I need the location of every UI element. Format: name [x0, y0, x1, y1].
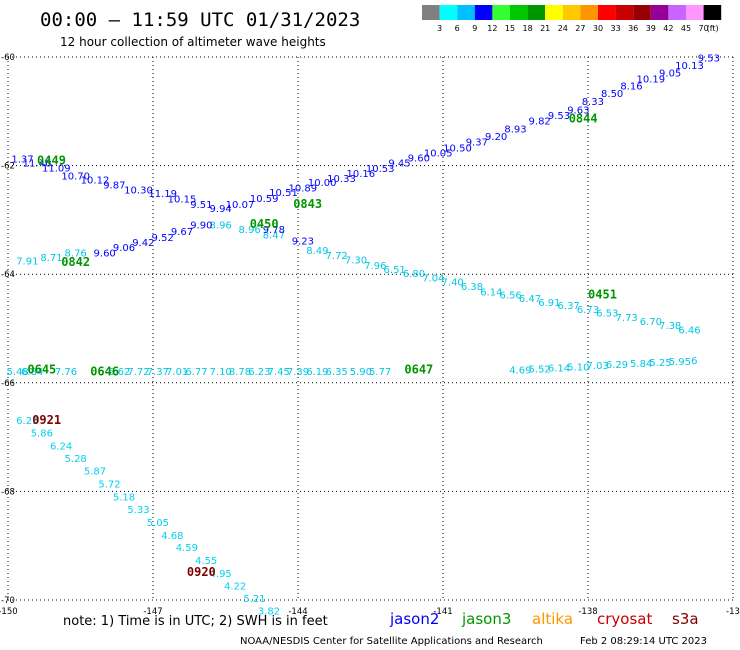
scale-swatch	[492, 5, 510, 20]
satellite-name: cryosat	[597, 610, 652, 628]
swh-data-label: 6.77	[185, 367, 207, 378]
footer-credit: NOAA/NESDIS Center for Satellite Applica…	[240, 636, 543, 647]
swh-data-label: 6.24	[50, 442, 72, 453]
scale-swatch	[510, 5, 528, 20]
swh-data-label: 7.91	[16, 256, 38, 267]
satellite-name: jason2	[389, 610, 439, 628]
scale-swatch	[704, 5, 722, 20]
scale-swatch	[580, 5, 598, 20]
swh-data-label: 5.86	[31, 429, 53, 440]
pass-time-label: 0645	[27, 363, 56, 377]
satellite-name: jason3	[461, 610, 511, 628]
y-tick-label: -60	[1, 53, 15, 63]
pass-time-label: 0450	[250, 217, 279, 231]
scale-swatch	[457, 5, 475, 20]
swh-data-label: 8.93	[504, 124, 526, 135]
axis-ticks: -150 -147 -144 -141 -138 -13 -60 -62 -64 -66 -68 -7…	[0, 53, 740, 617]
swh-data-label: 9.53	[698, 53, 720, 64]
scale-label: 36	[628, 24, 638, 33]
scale-swatch	[528, 5, 546, 20]
scale-label: 27	[575, 24, 585, 33]
chart-subtitle: 12 hour collection of altimeter wave hei…	[60, 35, 326, 49]
y-tick-label: -66	[1, 379, 15, 389]
satellite-name: s3a	[672, 610, 699, 628]
x-tick-label: -138	[578, 607, 597, 617]
x-tick-label: -150	[0, 607, 18, 617]
plot-grid	[8, 57, 733, 600]
pass-time-label: 0843	[293, 197, 322, 211]
scale-label: 12	[487, 24, 497, 33]
scale-swatch	[651, 5, 669, 20]
scale-swatch	[545, 5, 563, 20]
scale-swatch	[598, 5, 616, 20]
y-tick-label: -70	[1, 596, 15, 606]
pass-time-label: 0451	[588, 288, 617, 302]
data-points: 1.3711.4611.0910.7010.129.8710.3011.1910…	[7, 53, 720, 617]
pass-time-label: 0449	[37, 154, 66, 168]
y-tick-label: -68	[1, 487, 15, 497]
scale-label: 33	[611, 24, 621, 33]
swh-data-label: 8.96	[210, 221, 232, 232]
note-text: note: 1) Time is in UTC; 2) SWH is in fe…	[63, 614, 328, 629]
swh-data-label: 4.68	[161, 531, 183, 542]
scale-swatch	[616, 5, 634, 20]
swh-data-label: 7.73	[616, 313, 638, 324]
swh-data-label: 5.21	[243, 594, 265, 605]
scale-label: 3	[437, 24, 442, 33]
scale-swatch	[668, 5, 686, 20]
swh-data-label: 5.18	[113, 493, 135, 504]
scale-swatch	[633, 5, 651, 20]
chart-title: 00:00 – 11:59 UTC 01/31/2023	[40, 9, 360, 31]
swh-data-label: 9.90	[190, 221, 212, 232]
pass-time-label: 0920	[187, 565, 216, 579]
scale-swatch	[563, 5, 581, 20]
swh-data-label: 6.46	[678, 325, 700, 336]
scale-label: 9	[472, 24, 477, 33]
scale-label: 45	[681, 24, 691, 33]
swh-data-label: 5.33	[127, 505, 149, 516]
scale-label: 6	[455, 24, 460, 33]
scale-swatch	[475, 5, 493, 20]
satellite-legend: jason2 jason3 altika cryosat s3a	[389, 610, 699, 628]
scale-swatch	[686, 5, 704, 20]
swh-data-label: 5.72	[98, 480, 120, 491]
swh-data-label: 8.71	[40, 253, 62, 264]
scale-unit: (ft)	[707, 24, 719, 33]
scale-label: 21	[540, 24, 550, 33]
pass-time-label: 0921	[32, 413, 61, 427]
scale-label: 15	[505, 24, 515, 33]
scale-label: 42	[663, 24, 673, 33]
pass-time-label: 0842	[61, 255, 90, 269]
swh-data-label: 5.87	[84, 467, 106, 478]
swh-data-label: 9.23	[292, 236, 314, 247]
pass-time-label: 0646	[90, 365, 119, 379]
scale-swatch	[422, 5, 440, 20]
scale-label: 30	[593, 24, 603, 33]
y-tick-label: -64	[1, 270, 15, 280]
swh-data-label: 6.35	[326, 367, 348, 378]
scale-swatch	[440, 5, 458, 20]
scale-label: 39	[646, 24, 656, 33]
swh-data-label: 4.22	[224, 582, 246, 593]
satellite-name: altika	[532, 610, 573, 628]
swh-data-label: 5.77	[369, 367, 391, 378]
scale-label: 18	[523, 24, 533, 33]
swh-data-label: 4.59	[176, 543, 198, 554]
swh-data-label: 5.28	[65, 454, 87, 465]
swh-data-label: 6	[691, 356, 697, 367]
pass-time-label: 0844	[569, 112, 598, 126]
pass-time-label: 0647	[404, 363, 433, 377]
swh-data-label: 6.29	[606, 360, 628, 371]
swh-data-label: 5.05	[147, 518, 169, 529]
swh-data-label: 9.87	[103, 180, 125, 191]
scale-label: 24	[558, 24, 568, 33]
x-tick-label: -13	[726, 607, 740, 617]
color-scale: 3 6 9 12 15 18 21 24 27 30 33 36 39 42 45 70(ft)	[422, 5, 721, 33]
swh-data-label: 5.95	[669, 357, 691, 368]
swh-data-label: 7.76	[55, 367, 77, 378]
footer-timestamp: Feb 2 08:29:14 UTC 2023	[580, 636, 707, 647]
